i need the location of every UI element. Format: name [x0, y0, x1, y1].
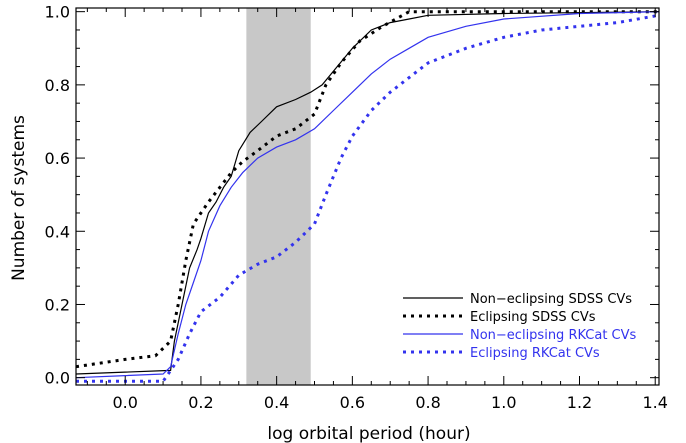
- y-tick-label: 0.0: [45, 369, 70, 388]
- series-layer: [75, 10, 660, 383]
- x-tick-label: 0.2: [188, 393, 213, 412]
- legend: Non−eclipsing SDSS CVs Eclipsing SDSS CVs…: [403, 292, 637, 361]
- shaded-period-region: [246, 8, 311, 385]
- y-tick-label: 0.2: [45, 295, 70, 314]
- legend-label-0: Non−eclipsing SDSS CVs: [470, 292, 632, 307]
- y-tick-label: 0.6: [45, 149, 70, 168]
- x-tick-label: 0.6: [340, 393, 365, 412]
- legend-label-1: Eclipsing SDSS CVs: [470, 310, 596, 325]
- x-tick-label: 0.8: [415, 393, 440, 412]
- axes-layer: [75, 7, 660, 386]
- legend-label-2: Non−eclipsing RKCat CVs: [470, 328, 637, 343]
- shaded-region-layer: [246, 8, 311, 385]
- y-tick-label: 0.8: [45, 76, 70, 95]
- series-line-3: [76, 13, 660, 383]
- x-tick-label: 1.4: [642, 393, 667, 412]
- plot-frame: [75, 7, 660, 386]
- x-tick-label: 0.0: [112, 393, 137, 412]
- ticks-layer: 0.0 0.2 0.4 0.6 0.8 1.0 1.2 1.4 0.0 0.2 0.4 0.6 0.8 1…: [45, 3, 668, 412]
- x-tick-label: 1.0: [491, 393, 516, 412]
- y-tick-label: 0.4: [45, 222, 70, 241]
- legend-label-3: Eclipsing RKCat CVs: [470, 346, 600, 361]
- x-tick-label: 1.2: [567, 393, 592, 412]
- y-tick-label: 1.0: [45, 3, 70, 22]
- x-axis-label: log orbital period (hour): [267, 424, 470, 443]
- series-line-2: [75, 11, 660, 379]
- y-axis-label: Number of systems: [9, 115, 29, 281]
- x-tick-label: 0.4: [264, 393, 289, 412]
